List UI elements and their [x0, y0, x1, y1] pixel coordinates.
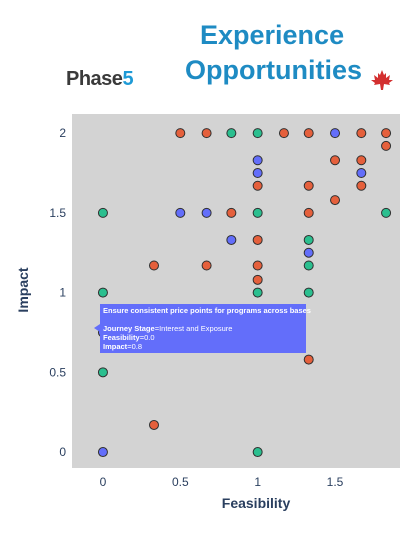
y-tick-label: 1: [59, 286, 66, 300]
data-point[interactable]: [303, 247, 314, 258]
x-tick-label: 0.5: [172, 475, 189, 489]
x-axis-title: Feasibility: [222, 495, 291, 511]
data-point[interactable]: [381, 207, 392, 218]
data-point[interactable]: [252, 234, 263, 245]
tooltip-feas-value: 0.0: [144, 333, 154, 342]
hover-tooltip: Ensure consistent price points for progr…: [94, 304, 311, 353]
data-point[interactable]: [252, 260, 263, 271]
tooltip-impact-label: Impact: [103, 342, 128, 351]
x-tick-label: 1.5: [327, 475, 344, 489]
data-point[interactable]: [97, 447, 108, 458]
data-point[interactable]: [226, 207, 237, 218]
data-point[interactable]: [252, 168, 263, 178]
y-tick-label: 0.5: [49, 365, 66, 379]
data-point[interactable]: [356, 168, 367, 178]
data-point[interactable]: [381, 140, 392, 151]
y-axis-ticks: 0 0.5 1 1.5 2: [49, 126, 66, 459]
plot-area: [72, 114, 400, 468]
data-point[interactable]: [252, 447, 263, 458]
data-point[interactable]: [303, 128, 314, 139]
data-point[interactable]: [330, 128, 341, 139]
maple-leaf-icon: [371, 70, 393, 90]
x-axis-ticks: 0 0.5 1 1.5: [100, 475, 344, 489]
data-point[interactable]: [303, 234, 314, 245]
y-tick-label: 0: [59, 445, 66, 459]
logo-main-text: Phase: [66, 68, 123, 90]
data-point[interactable]: [149, 260, 159, 271]
data-point[interactable]: [226, 234, 237, 245]
data-point[interactable]: [303, 260, 314, 271]
page-title-line1: Experience: [200, 20, 345, 50]
data-point[interactable]: [381, 128, 392, 139]
data-point[interactable]: [97, 367, 108, 378]
data-point[interactable]: [303, 354, 314, 365]
tooltip-stage-label: Journey Stage: [103, 324, 155, 333]
data-point[interactable]: [356, 128, 367, 139]
data-point[interactable]: [330, 155, 341, 166]
data-points: [97, 128, 392, 458]
data-point[interactable]: [303, 287, 314, 298]
x-tick-label: 0: [100, 475, 107, 489]
data-point[interactable]: [201, 207, 212, 218]
data-point[interactable]: [303, 207, 314, 218]
y-axis-title: Impact: [15, 267, 31, 312]
data-point[interactable]: [356, 180, 367, 191]
data-point[interactable]: [97, 287, 108, 298]
data-point[interactable]: [226, 128, 237, 139]
data-point[interactable]: [201, 260, 212, 271]
data-point[interactable]: [356, 155, 367, 166]
tooltip-feas-label: Feasibility: [103, 333, 141, 342]
x-tick-label: 1: [254, 475, 261, 489]
data-point[interactable]: [303, 180, 314, 191]
data-point[interactable]: [252, 207, 263, 218]
y-tick-label: 1.5: [49, 206, 66, 220]
tooltip-stage: Journey Stage=Interest and Exposure: [103, 324, 232, 333]
phase5-logo: Phase5: [66, 68, 134, 91]
tooltip-impact-value: 0.8: [132, 342, 142, 351]
data-point[interactable]: [201, 128, 212, 139]
data-point[interactable]: [97, 207, 108, 218]
page-title-line2: Opportunities: [185, 55, 362, 85]
tooltip-stage-value: Interest and Exposure: [159, 324, 232, 333]
data-point[interactable]: [252, 287, 263, 298]
y-tick-label: 2: [59, 126, 66, 140]
data-point[interactable]: [330, 195, 341, 206]
tooltip-box: [100, 304, 306, 353]
data-point[interactable]: [175, 128, 186, 139]
data-point[interactable]: [252, 155, 263, 166]
data-point[interactable]: [252, 128, 263, 139]
data-point[interactable]: [252, 274, 263, 285]
data-point[interactable]: [252, 180, 263, 191]
tooltip-impact: Impact=0.8: [103, 342, 142, 351]
data-point[interactable]: [149, 419, 159, 430]
tooltip-pointer: [94, 324, 100, 332]
data-point[interactable]: [278, 128, 289, 139]
data-point[interactable]: [175, 207, 186, 218]
tooltip-title: Ensure consistent price points for progr…: [103, 306, 311, 315]
logo-accent-text: 5: [122, 68, 134, 90]
tooltip-feasibility: Feasibility=0.0: [103, 333, 155, 342]
